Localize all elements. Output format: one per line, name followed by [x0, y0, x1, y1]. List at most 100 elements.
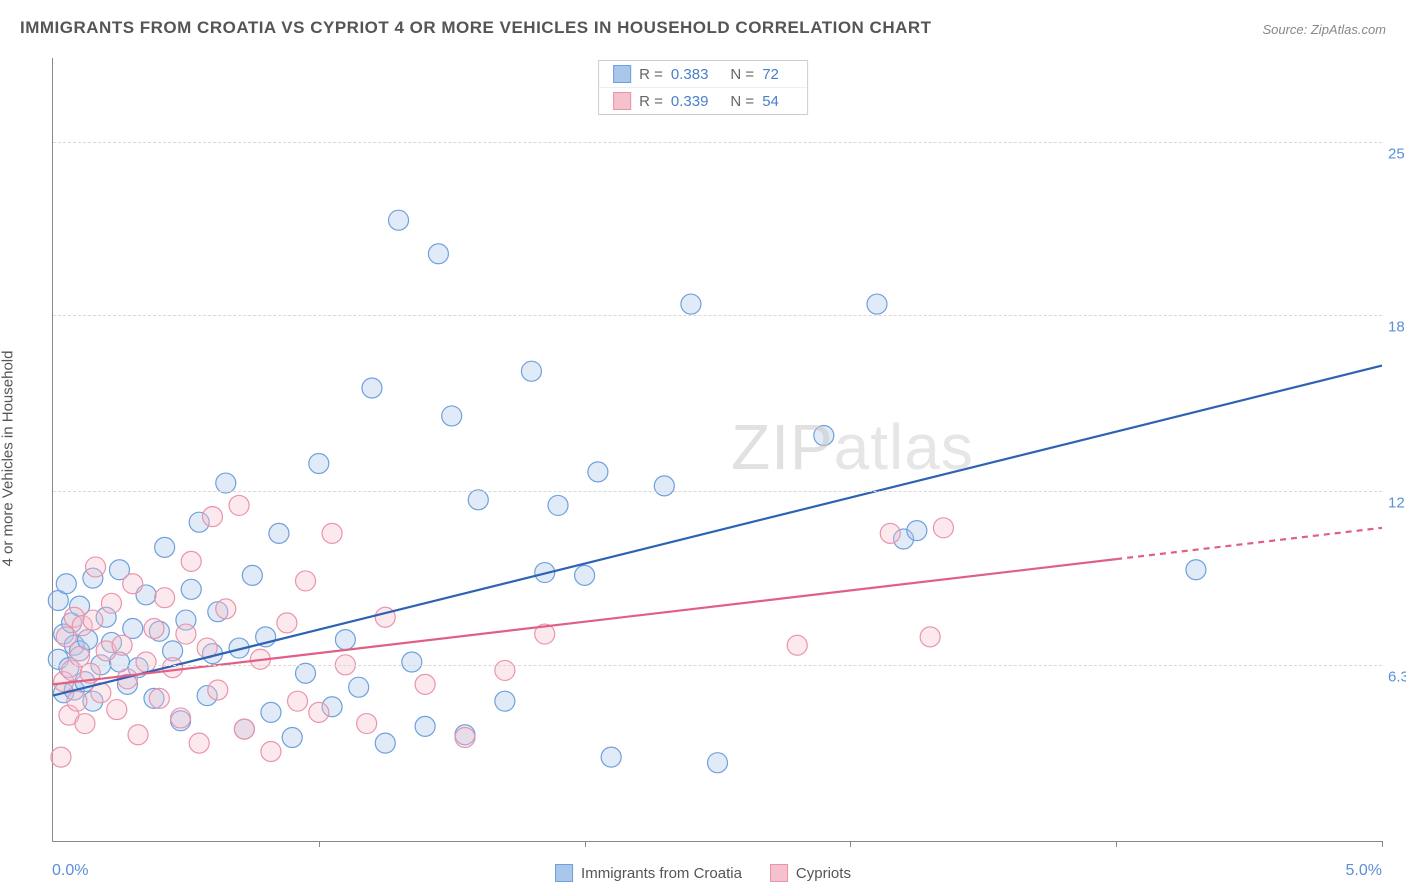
- y-axis-label: 4 or more Vehicles in Household: [0, 351, 17, 567]
- stats-legend-row: R = 0.383 N = 72: [599, 61, 807, 87]
- scatter-point: [442, 406, 462, 426]
- scatter-point: [880, 523, 900, 543]
- scatter-point: [181, 551, 201, 571]
- legend-r-label: R =: [639, 66, 663, 83]
- scatter-point: [708, 753, 728, 773]
- scatter-point: [495, 691, 515, 711]
- scatter-point: [216, 473, 236, 493]
- scatter-point: [171, 708, 191, 728]
- scatter-point: [787, 635, 807, 655]
- scatter-point: [681, 294, 701, 314]
- scatter-point: [375, 733, 395, 753]
- scatter-point: [588, 462, 608, 482]
- series-name: Cypriots: [796, 865, 851, 882]
- legend-n-label: N =: [730, 66, 754, 83]
- scatter-point: [362, 378, 382, 398]
- x-axis-min-label: 0.0%: [52, 862, 88, 880]
- scatter-point: [322, 523, 342, 543]
- scatter-point: [309, 453, 329, 473]
- scatter-point: [920, 627, 940, 647]
- scatter-point: [123, 574, 143, 594]
- scatter-point: [189, 733, 209, 753]
- scatter-point: [155, 537, 175, 557]
- scatter-point: [181, 579, 201, 599]
- series-name: Immigrants from Croatia: [581, 865, 742, 882]
- scatter-point: [415, 674, 435, 694]
- scatter-point: [468, 490, 488, 510]
- scatter-point: [56, 574, 76, 594]
- scatter-point: [575, 565, 595, 585]
- scatter-point: [933, 518, 953, 538]
- scatter-point: [216, 599, 236, 619]
- scatter-point: [867, 294, 887, 314]
- x-axis-max-label: 5.0%: [1346, 862, 1382, 880]
- y-tick-label: 18.8%: [1388, 319, 1406, 336]
- legend-n-value: 72: [762, 66, 779, 83]
- scatter-point: [176, 624, 196, 644]
- scatter-point: [269, 523, 289, 543]
- scatter-point: [309, 702, 329, 722]
- scatter-point: [521, 361, 541, 381]
- legend-swatch: [770, 864, 788, 882]
- scatter-point: [654, 476, 674, 496]
- gridline: [53, 142, 1382, 143]
- series-legend-item: Immigrants from Croatia: [555, 864, 742, 882]
- scatter-point: [455, 728, 475, 748]
- gridline: [53, 491, 1382, 492]
- x-tick: [319, 841, 320, 847]
- series-legend: Immigrants from Croatia Cypriots: [555, 864, 851, 882]
- gridline: [53, 315, 1382, 316]
- scatter-point: [83, 610, 103, 630]
- scatter-point: [75, 714, 95, 734]
- x-tick: [1116, 841, 1117, 847]
- legend-r-label: R =: [639, 93, 663, 110]
- legend-r-value: 0.339: [671, 93, 709, 110]
- y-tick-label: 12.5%: [1388, 495, 1406, 512]
- legend-r-value: 0.383: [671, 66, 709, 83]
- scatter-point: [234, 719, 254, 739]
- stats-legend: R =0.383N =72R =0.339N =54: [598, 60, 808, 115]
- scatter-point: [144, 618, 164, 638]
- series-legend-item: Cypriots: [770, 864, 851, 882]
- legend-swatch: [613, 92, 631, 110]
- scatter-point: [149, 688, 169, 708]
- scatter-point: [107, 700, 127, 720]
- scatter-point: [548, 495, 568, 515]
- legend-n-label: N =: [730, 93, 754, 110]
- regression-line: [53, 366, 1382, 696]
- scatter-point: [101, 593, 121, 613]
- scatter-point: [349, 677, 369, 697]
- scatter-point: [415, 716, 435, 736]
- scatter-point: [136, 652, 156, 672]
- source-attribution: Source: ZipAtlas.com: [1262, 22, 1386, 37]
- scatter-point: [335, 630, 355, 650]
- scatter-point: [112, 635, 132, 655]
- scatter-point: [277, 613, 297, 633]
- scatter-point: [51, 747, 71, 767]
- scatter-point: [128, 725, 148, 745]
- scatter-point: [67, 691, 87, 711]
- scatter-point: [155, 588, 175, 608]
- scatter-point: [907, 521, 927, 541]
- scatter-point: [242, 565, 262, 585]
- scatter-point: [389, 210, 409, 230]
- scatter-point: [208, 680, 228, 700]
- y-tick-label: 25.0%: [1388, 145, 1406, 162]
- scatter-chart: [53, 58, 1382, 841]
- scatter-point: [202, 507, 222, 527]
- scatter-point: [428, 244, 448, 264]
- chart-title: IMMIGRANTS FROM CROATIA VS CYPRIOT 4 OR …: [20, 18, 932, 38]
- regression-line-dashed: [1116, 528, 1382, 559]
- legend-swatch: [555, 864, 573, 882]
- scatter-point: [1186, 560, 1206, 580]
- y-tick-label: 6.3%: [1388, 668, 1406, 685]
- plot-area: 6.3%12.5%18.8%25.0%: [52, 58, 1382, 842]
- scatter-point: [229, 495, 249, 515]
- x-tick: [1382, 841, 1383, 847]
- x-tick: [850, 841, 851, 847]
- scatter-point: [282, 728, 302, 748]
- stats-legend-row: R =0.339N =54: [599, 87, 807, 114]
- scatter-point: [402, 652, 422, 672]
- gridline: [53, 665, 1382, 666]
- scatter-point: [601, 747, 621, 767]
